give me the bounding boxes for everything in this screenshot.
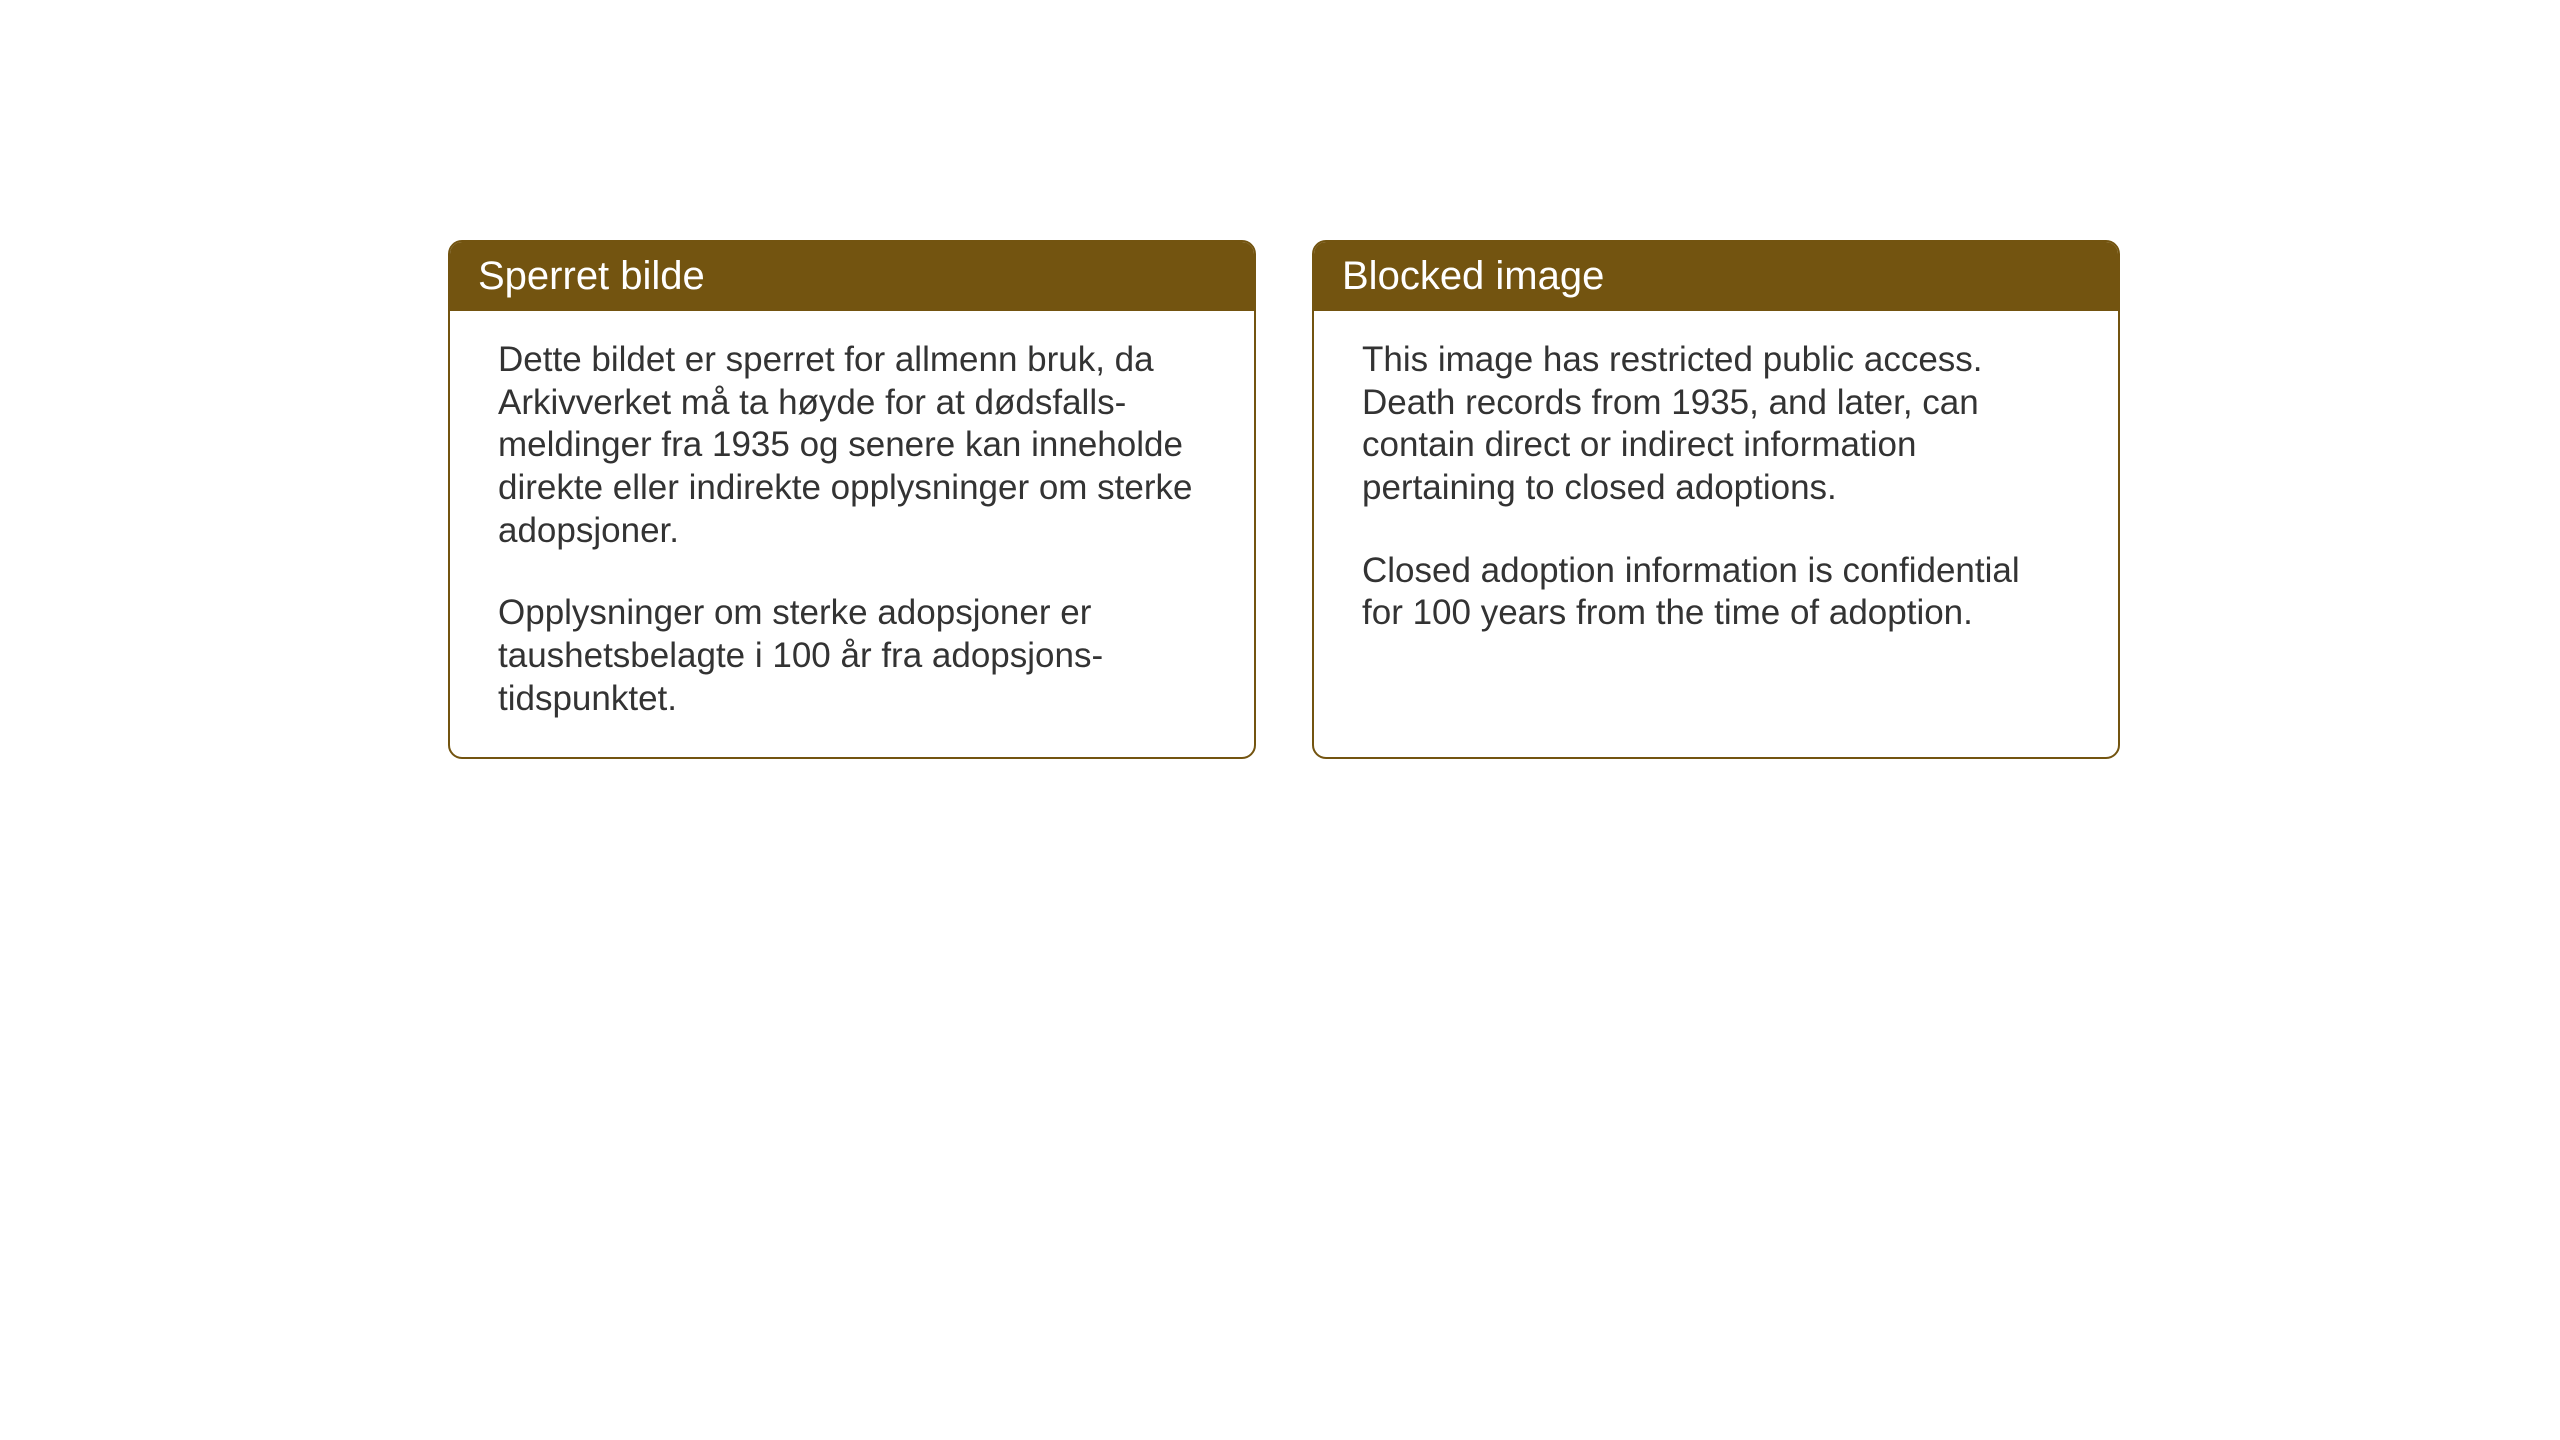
english-paragraph-1: This image has restricted public access.… bbox=[1362, 339, 2070, 510]
norwegian-card: Sperret bilde Dette bildet er sperret fo… bbox=[448, 240, 1256, 759]
english-paragraph-2: Closed adoption information is confident… bbox=[1362, 550, 2070, 635]
english-card: Blocked image This image has restricted … bbox=[1312, 240, 2120, 759]
norwegian-card-body: Dette bildet er sperret for allmenn bruk… bbox=[450, 311, 1254, 757]
english-card-title: Blocked image bbox=[1314, 242, 2118, 311]
norwegian-card-title: Sperret bilde bbox=[450, 242, 1254, 311]
english-card-body: This image has restricted public access.… bbox=[1314, 311, 2118, 671]
norwegian-paragraph-1: Dette bildet er sperret for allmenn bruk… bbox=[498, 339, 1206, 552]
norwegian-paragraph-2: Opplysninger om sterke adopsjoner er tau… bbox=[498, 592, 1206, 720]
cards-container: Sperret bilde Dette bildet er sperret fo… bbox=[448, 240, 2120, 759]
